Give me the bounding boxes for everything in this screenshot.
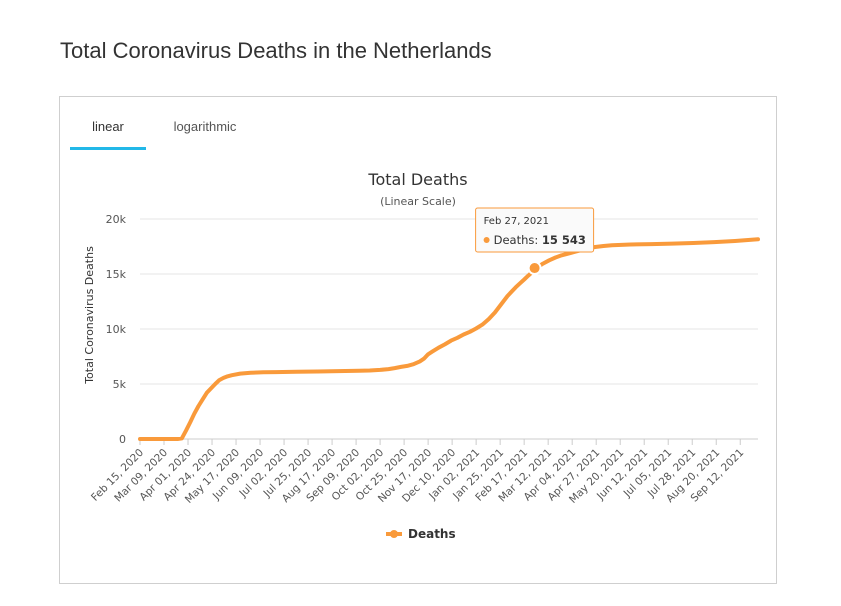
y-tick-label: 5k xyxy=(113,378,127,391)
tooltip-series-name: Deaths xyxy=(494,233,535,247)
chart-title: Total Deaths xyxy=(367,170,467,189)
tooltip-value: 15 543 xyxy=(542,233,586,247)
series-line-deaths[interactable] xyxy=(138,237,760,441)
chart-subtitle: (Linear Scale) xyxy=(380,195,456,208)
tooltip-value-line: Deaths: 15 543 xyxy=(494,233,586,247)
tab-linear[interactable]: linear xyxy=(70,115,146,150)
grid-lines xyxy=(140,218,758,440)
tooltip-colon: : xyxy=(534,233,542,247)
y-tick-label: 0 xyxy=(119,433,126,446)
tooltip-box xyxy=(475,207,595,253)
legend-swatch-dot xyxy=(390,530,398,538)
page-title: Total Coronavirus Deaths in the Netherla… xyxy=(60,38,492,63)
y-tick-label: 20k xyxy=(106,213,127,226)
y-axis-label: Total Coronavirus Deaths xyxy=(83,246,96,385)
y-tick-label: 15k xyxy=(106,268,127,281)
tooltip-series-dot xyxy=(483,237,490,244)
tab-logarithmic[interactable]: logarithmic xyxy=(173,119,237,134)
hover-marker[interactable] xyxy=(527,261,542,276)
y-axis-ticks: 0 5k 10k 15k 20k xyxy=(106,213,127,446)
tooltip: Feb 27, 2021 Deaths: 15 543 xyxy=(475,207,595,253)
chart-svg: Total Deaths (Linear Scale) Total Corona… xyxy=(83,170,760,541)
y-tick-label: 10k xyxy=(106,323,127,336)
tooltip-date: Feb 27, 2021 xyxy=(484,216,549,227)
chart-panel: linear logarithmic Total Deaths (Linear … xyxy=(59,96,777,584)
legend[interactable]: Deaths xyxy=(386,527,456,541)
legend-label-deaths: Deaths xyxy=(408,527,456,541)
